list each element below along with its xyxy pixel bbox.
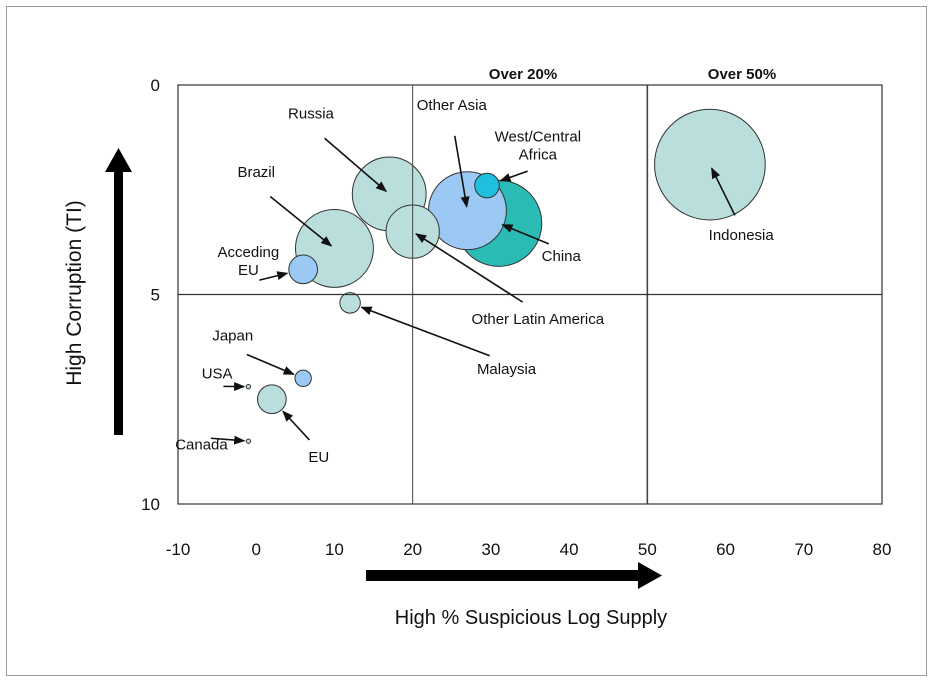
label-line-usa-0: USA [202,365,233,382]
label-line-other-asia-0: Other Asia [417,97,488,114]
region-label-over-50: Over 50% [708,66,776,83]
y-axis-arrow-icon [105,148,132,435]
bubble-eu [257,384,287,415]
y-axis-label: High Corruption (TI) [63,200,86,386]
x-ticks: -10 0 10 20 30 40 50 60 70 80 [166,540,892,559]
point-labels-layer: Indonesia China Other Asia Russia Brazil Othe… [175,97,774,466]
x-tick-label: 60 [716,540,735,559]
label-line-west-central-africa-0: West/Central [495,129,581,146]
label-eu: EU [308,449,329,466]
label-other-asia: Other Asia [417,97,488,114]
label-line-eu-0: EU [308,449,329,466]
bubble-japan [294,369,312,387]
label-line-acceding-eu-0: Acceding [218,244,280,261]
pointer-arrow-acceding-eu [259,271,289,281]
label-line-china-0: China [542,248,582,265]
bubble-usa [245,383,252,390]
y-tick-label: 5 [151,286,160,305]
label-malaysia: Malaysia [477,361,537,378]
label-west-central-africa: West/Central Africa [495,129,581,164]
pointer-arrow-other-latin-america [415,233,524,303]
x-tick-label: 20 [403,540,422,559]
pointer-arrow-other-asia [453,135,470,208]
pointer-arrow-malaysia [360,306,490,357]
x-tick-label: 10 [325,540,344,559]
label-indonesia: Indonesia [709,227,775,244]
bubble-west-central-africa [474,172,500,199]
label-brazil: Brazil [237,164,275,181]
pointer-arrow-west-central-africa [499,170,528,182]
x-axis-label: High % Suspicious Log Supply [395,607,667,629]
label-line-acceding-eu-1: EU [238,262,259,279]
pointer-arrow-eu [282,410,311,441]
x-tick-label: 0 [251,540,260,559]
y-tick-label: 0 [151,76,160,95]
label-russia: Russia [288,106,335,123]
pointer-arrow-russia [324,137,388,193]
label-line-other-latin-america-0: Other Latin America [472,311,605,328]
label-line-west-central-africa-1: Africa [519,147,558,164]
label-canada: Canada [175,437,228,454]
x-tick-label: 40 [560,540,579,559]
x-tick-label: 80 [873,540,892,559]
label-line-canada-0: Canada [175,437,228,454]
x-tick-label: 50 [638,540,657,559]
label-other-latin-america: Other Latin America [472,311,605,328]
pointer-arrow-china [501,224,550,245]
label-japan: Japan [212,328,253,345]
label-line-japan-0: Japan [212,328,253,345]
x-axis-arrow-icon [366,562,662,589]
bubble-canada [245,438,252,444]
bubble-malaysia [339,292,361,314]
label-line-russia-0: Russia [288,106,335,123]
x-tick-label: 70 [794,540,813,559]
label-china: China [542,248,582,265]
label-line-malaysia-0: Malaysia [477,361,537,378]
pointer-arrow-brazil [269,195,333,247]
label-line-indonesia-0: Indonesia [709,227,775,244]
reference-lines-layer [178,85,882,504]
pointer-arrow-japan [246,353,295,376]
label-usa: USA [202,365,233,382]
x-tick-label: 30 [481,540,500,559]
label-line-brazil-0: Brazil [237,164,275,181]
bubbles-layer [245,108,766,444]
label-acceding-eu: Acceding EU [218,244,280,279]
y-tick-label: 10 [141,495,160,514]
region-label-over-20: Over 20% [489,66,557,83]
x-tick-label: -10 [166,540,191,559]
bubble-acceding-eu [288,254,319,285]
pointer-arrow-canada [210,435,246,445]
pointer-arrow-indonesia [710,167,736,216]
bubble-indonesia [654,108,766,221]
y-ticks: 0 5 10 [141,76,160,514]
